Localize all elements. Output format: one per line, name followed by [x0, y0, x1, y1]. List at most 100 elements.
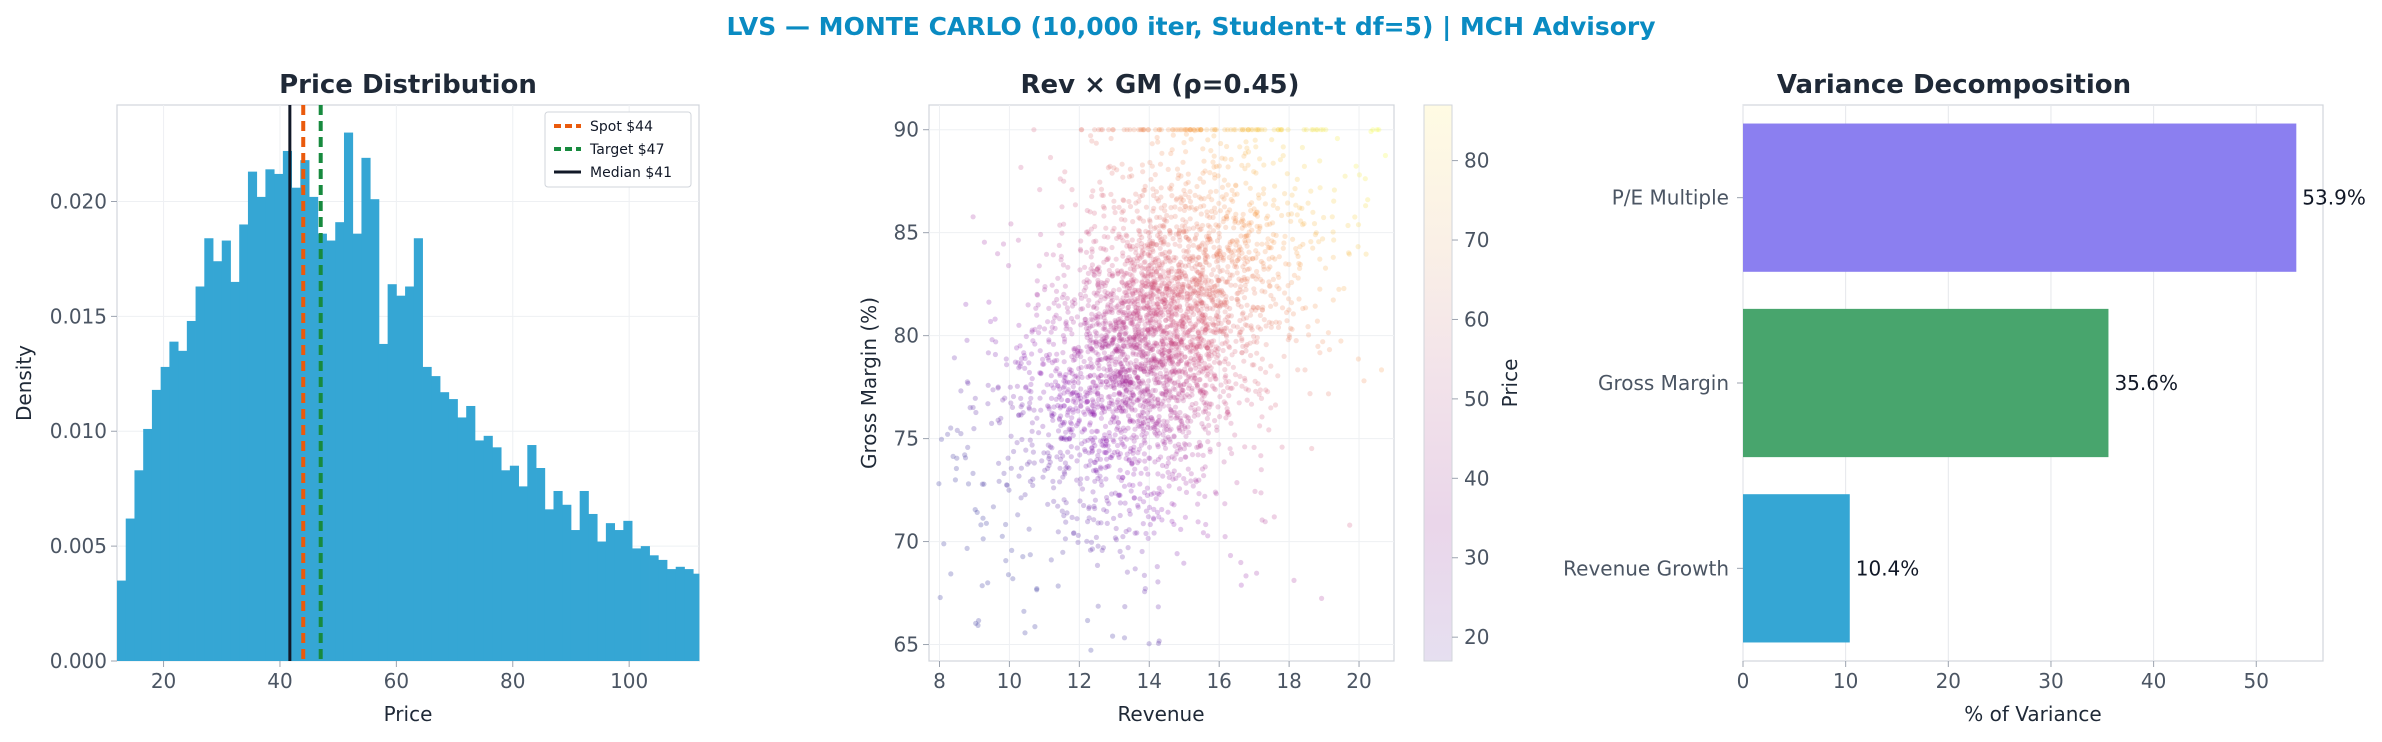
scatter-point: [1133, 191, 1139, 197]
scatter-point: [1182, 425, 1188, 431]
scatter-point: [1104, 463, 1110, 469]
scatter-point: [1160, 438, 1166, 444]
scatter-point: [1181, 446, 1187, 452]
scatter-point: [1139, 378, 1146, 384]
scatter-point: [1253, 248, 1259, 254]
scatter-point: [1171, 468, 1177, 474]
scatter-point: [1141, 369, 1148, 375]
histogram-bar: [649, 555, 659, 661]
scatter-point: [1171, 299, 1178, 305]
scatter-point: [1170, 236, 1176, 242]
scatter-point: [1182, 203, 1188, 209]
scatter-point: [1194, 345, 1200, 351]
scatter-point: [1222, 534, 1228, 540]
scatter-point: [1079, 441, 1085, 447]
scatter-point: [1200, 170, 1206, 176]
scatter-point: [1122, 381, 1128, 387]
scatter-point: [1168, 297, 1175, 303]
scatter-point: [1168, 340, 1174, 346]
scatter-point: [1176, 486, 1183, 492]
scatter-point: [1204, 415, 1210, 422]
scatter-point: [1177, 382, 1183, 388]
scatter-point: [1222, 375, 1228, 381]
x-tick-label: 30: [2038, 669, 2063, 693]
scatter-point: [1285, 337, 1291, 343]
scatter-point: [1124, 470, 1131, 476]
scatter-point: [1110, 339, 1116, 345]
scatter-point: [1190, 372, 1196, 378]
scatter-point: [1070, 378, 1076, 384]
histogram-bar: [675, 566, 685, 661]
scatter-point: [1182, 127, 1188, 133]
scatter-point: [1199, 286, 1205, 292]
scatter-point: [1192, 375, 1198, 381]
scatter-point: [1149, 393, 1155, 399]
scatter-point: [1069, 187, 1075, 193]
scatter-point: [1058, 257, 1064, 263]
legend: Spot $44 Target $47 Median $41: [544, 111, 692, 188]
scatter-point: [1186, 361, 1192, 367]
scatter-point: [1123, 387, 1129, 393]
scatter-point: [1108, 191, 1114, 197]
scatter-point: [1243, 348, 1249, 354]
scatter-point: [1150, 424, 1156, 431]
scatter-point: [1032, 624, 1038, 630]
scatter-point: [1200, 337, 1207, 343]
scatter-point: [1057, 176, 1063, 182]
scatter-point: [1206, 277, 1212, 283]
scatter-point: [1028, 389, 1034, 395]
scatter-point: [1179, 323, 1185, 329]
scatter-point: [1139, 265, 1145, 271]
scatter-point: [1100, 545, 1106, 551]
scatter-point: [1145, 389, 1152, 395]
scatter-point: [1135, 264, 1141, 270]
scatter-point: [1169, 301, 1175, 307]
scatter-point: [1124, 436, 1130, 442]
scatter-point: [1116, 390, 1122, 396]
scatter-point: [1147, 455, 1153, 461]
scatter-point: [1201, 196, 1207, 202]
scatter-point: [1155, 456, 1161, 463]
scatter-point: [1219, 155, 1225, 161]
scatter-point: [1075, 350, 1082, 356]
scatter-point: [1186, 259, 1193, 265]
scatter-point: [1139, 234, 1145, 241]
scatter-point: [1190, 253, 1196, 259]
scatter-point: [1208, 208, 1215, 214]
scatter-point: [1124, 451, 1130, 457]
scatter-point: [1124, 282, 1130, 288]
scatter-point: [1160, 356, 1166, 362]
scatter-point: [1055, 503, 1061, 509]
scatter-point: [1061, 272, 1067, 278]
histogram-bar: [562, 504, 572, 661]
scatter-point: [1062, 300, 1068, 306]
scatter-point: [1164, 283, 1170, 289]
scatter-point: [1181, 331, 1187, 337]
scatter-point: [990, 504, 997, 510]
scatter-point: [1176, 368, 1182, 374]
scatter-point: [1150, 387, 1156, 393]
scatter-point: [1120, 319, 1126, 325]
scatter-point: [1142, 416, 1148, 422]
scatter-point: [1087, 387, 1093, 393]
scatter-point: [1004, 362, 1010, 368]
scatter-point: [1221, 177, 1227, 183]
scatter-point: [1089, 246, 1095, 252]
scatter-point: [1119, 336, 1125, 342]
scatter-point: [1096, 311, 1102, 317]
scatter-point: [1206, 404, 1212, 410]
scatter-point: [1090, 489, 1096, 495]
scatter-point: [1174, 312, 1180, 318]
scatter-point: [1282, 290, 1288, 296]
scatter-point: [1178, 200, 1184, 206]
scatter-point: [1167, 395, 1174, 401]
scatter-point: [1197, 127, 1204, 133]
scatter-point: [1167, 354, 1174, 360]
scatter-point: [1165, 242, 1171, 248]
scatter-point: [1075, 392, 1081, 399]
scatter-point: [1233, 182, 1239, 188]
scatter-point: [1085, 617, 1091, 624]
scatter-point: [1211, 133, 1217, 139]
scatter-point: [1299, 205, 1305, 211]
scatter-point: [1204, 352, 1210, 358]
